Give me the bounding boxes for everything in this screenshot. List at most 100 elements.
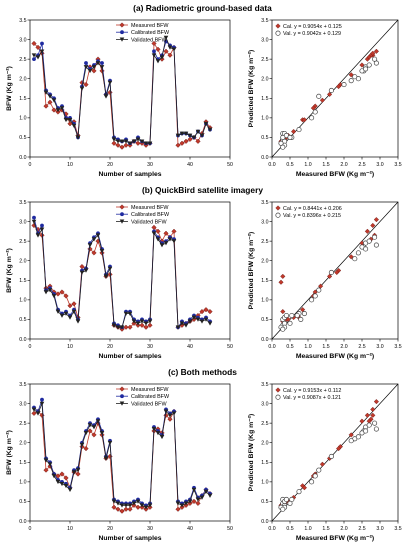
series-chart-2-series-2-point (51, 474, 57, 479)
series-chart-1-series-2-point (195, 317, 201, 322)
scatter-chart-0-scatter-1-point (366, 62, 372, 68)
series-chart-0-series-2-point (155, 59, 161, 64)
series-chart-1-series-2-point (67, 315, 73, 320)
series-chart-1-series-2-point (203, 317, 209, 322)
series-chart-0-series-line-2 (33, 36, 211, 144)
series-chart-2-series-2-point (159, 435, 165, 440)
scatter-chart-1-scatter-0-point (280, 309, 286, 315)
series-chart-2-y-tick-label: 0.5 (19, 499, 26, 505)
series-chart-2-series-line-1 (33, 399, 211, 506)
scatter-chart-0-scatter-1-point (348, 78, 354, 84)
series-chart-1-series-0-point (143, 324, 149, 330)
series-chart-1-series-2-point (111, 323, 117, 328)
series-chart-1-series-2-point (167, 237, 173, 242)
series-chart-1-y-tick-label: 2.5 (19, 239, 26, 245)
series-chart-0-series-2-point (183, 131, 189, 136)
scatter-chart-0-y-axis-label: Predicted BFW (Kg m⁻²) (248, 50, 255, 128)
series-chart-0-series-2-point (103, 94, 109, 99)
scatter-chart-2-scatter-0-point (364, 412, 370, 418)
scatter-chart-1-x-tick-label: 3.5 (394, 344, 401, 350)
scatter-chart-1-scatter-1-point (289, 312, 295, 319)
series-chart-2-legend-marker-0 (119, 386, 125, 392)
series-chart-2-x-axis-label: Number of samples (98, 535, 161, 542)
scatter-chart-1-y-tick-label: 0.0 (261, 337, 268, 343)
panel-b: (b) QuickBird satellite imagery 0 10 20 30 40… (6, 185, 402, 360)
series-chart-2-series-2-point (139, 503, 145, 508)
series-chart-1-series-0-point (91, 250, 97, 256)
series-chart-0-series-2-point (31, 53, 37, 58)
series-chart-1-series-2-point (191, 315, 197, 320)
series-chart-2-series-2-point (47, 462, 53, 467)
series-chart-0-series-0-point (183, 138, 189, 144)
series-chart-2-series-0-point (83, 446, 89, 452)
series-chart-0-series-0-point (195, 138, 201, 144)
series-chart-2-x-tick-label: 40 (187, 526, 193, 532)
series-chart-0-series-1-point (40, 41, 44, 46)
scatter-chart-0-scatter-0-point (327, 91, 333, 97)
panel-title: (b) QuickBird satellite imagery (142, 185, 263, 195)
series-chart-0-series-0-point (167, 52, 173, 58)
scatter-chart-2-plot-frame (271, 383, 399, 522)
series-chart-1-series-2-point (95, 233, 101, 238)
scatter-chart-2-x-tick-label: 0.5 (286, 526, 293, 532)
series-chart-2-series-0-point (115, 506, 121, 512)
scatter-chart-1-scatter-1-point (298, 316, 304, 322)
series-chart-2-series-2-point (111, 499, 117, 504)
series-chart-0-series-2-point (111, 137, 117, 142)
series-chart-2-series-0-point (127, 506, 133, 512)
series-chart-0-plot-frame (29, 19, 231, 158)
series-chart-2-series-2-point (155, 431, 161, 436)
scatter-chart-1-legend-marker-0 (275, 205, 281, 211)
series-chart-0-series-2-point (203, 121, 209, 127)
series-chart-0-y-tick-label: 2.0 (19, 77, 26, 83)
series-chart-2-series-0-point (63, 475, 69, 481)
scatter-chart-1-scatter-1-point (294, 312, 300, 319)
series-chart-2-series-2-point (187, 499, 193, 504)
series-chart-0-series-0-point (179, 140, 185, 146)
series-chart-0-x-tick-label: 0 (29, 162, 32, 168)
scatter-chart-2-scatter-1-point (309, 479, 315, 485)
series-chart-0-series-line-1 (33, 40, 211, 144)
scatter-chart-0-legend-marker-1 (275, 30, 281, 36)
scatter-chart-2-y-tick-label: 0.5 (261, 499, 268, 505)
series-chart-2-series-0-point (59, 471, 65, 477)
scatter-chart-0-scatter-1-point (316, 93, 322, 99)
series-chart-2-legend-marker-2 (119, 401, 125, 406)
series-chart-1-series-0-point (55, 291, 61, 297)
series-chart-0-series-0-point (51, 107, 57, 113)
series-chart-0-series-0-point (83, 82, 89, 88)
series-chart-1-series-2-point (131, 319, 137, 324)
series-chart-2-series-2-point (107, 440, 113, 446)
series-chart-1-series-2-point (87, 243, 93, 248)
scatter-chart-1-x-axis-label: Measured BFW (Kg m⁻²) (296, 353, 374, 360)
scatter-chart-0-legend-label-0: Cal. y = 0.9054x + 0.125 (283, 24, 342, 30)
series-chart-2-x-tick-label: 50 (227, 526, 233, 532)
series-chart-2-series-2-point (43, 458, 49, 463)
scatter-chart-0-scatter-0-point (366, 54, 372, 60)
series-chart-1-series-2-point (71, 309, 77, 314)
series-chart-2-series-0-point (87, 428, 93, 434)
series-chart-2-series-2-point (151, 427, 157, 432)
series-chart-1-series-2-point (127, 311, 133, 316)
scatter-chart-2-scatter-1-point (287, 500, 293, 506)
scatter-chart-2-x-tick-label: 3.5 (394, 526, 401, 532)
series-chart-1-series-2-point (159, 243, 165, 248)
scatter-chart-1-scatter-0-point (278, 279, 284, 285)
series-chart-2-x-tick-label: 10 (67, 526, 73, 532)
scatter-chart-1-x-tick-label: 0.5 (286, 344, 293, 350)
scatter-chart-0-x-tick-label: 3.0 (376, 162, 383, 168)
scatter-chart-1-scatter-1-point (373, 242, 379, 248)
series-chart-0-x-tick-label: 20 (107, 162, 113, 168)
scatter-chart-1-x-tick-label: 2.5 (358, 344, 365, 350)
scatter-chart-2-x-axis-label: Measured BFW (Kg m⁻²) (296, 535, 374, 542)
series-chart-0-series-2-point (67, 117, 73, 123)
series-chart-1-series-2-point (115, 325, 121, 330)
series-chart-0-series-0-point (111, 140, 117, 146)
scatter-chart-0-x-tick-label: 2.5 (358, 162, 365, 168)
series-chart-0-series-2-point (163, 35, 169, 40)
series-chart-2-series-2-point (63, 483, 69, 489)
scatter-chart-0-plot-frame (271, 19, 399, 158)
scatter-chart-2-x-tick-label: 3.0 (376, 526, 383, 532)
series-chart-2-series-2-point (79, 442, 85, 447)
scatter-chart-1-scatter-1-point (280, 326, 286, 332)
